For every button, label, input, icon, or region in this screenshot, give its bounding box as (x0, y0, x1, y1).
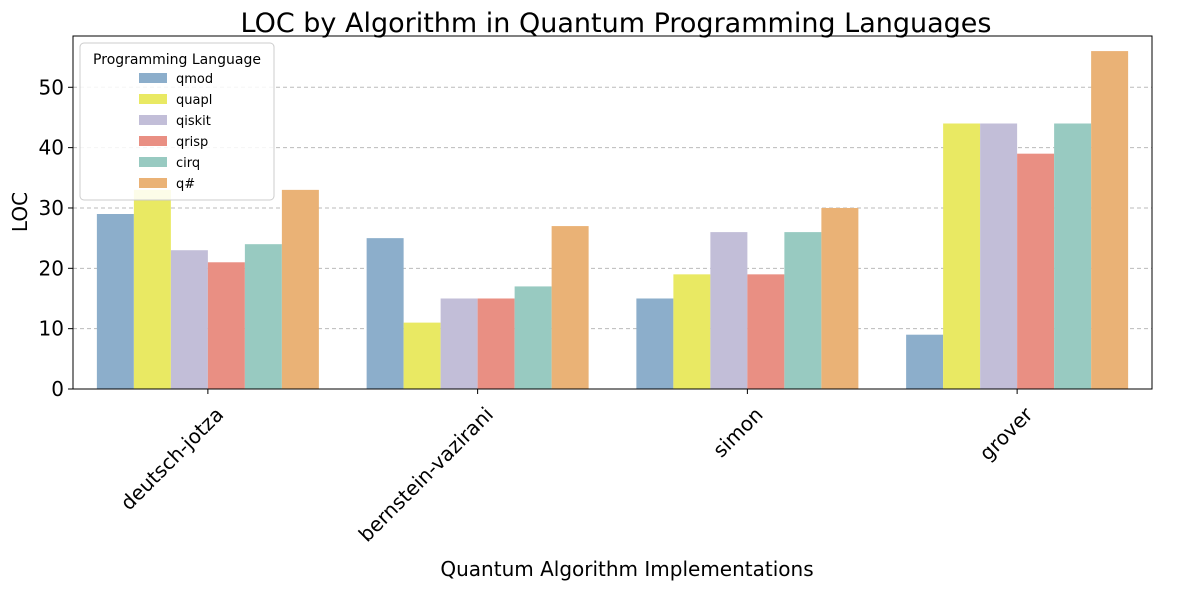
legend-box (79, 42, 275, 201)
y-tick-label: 30 (39, 196, 64, 220)
legend-label-qrisp: qrisp (176, 135, 208, 150)
legend-swatch-qmod (139, 73, 167, 83)
legend-label-q#: q# (176, 177, 195, 192)
y-axis-ticks: 0 10 20 30 40 50 (39, 75, 73, 401)
bar-simon-qiskit (710, 232, 748, 389)
legend-label-quapl: quapl (176, 93, 212, 108)
bar-simon-cirq (784, 232, 822, 389)
bar-bernstein-vazirani-quapl (403, 322, 441, 389)
bar-grover-cirq (1054, 123, 1092, 389)
bars (96, 51, 1129, 389)
legend-title: Programming Language (93, 52, 261, 68)
bar-simon-quapl (673, 274, 711, 389)
bar-bernstein-vazirani-qiskit (440, 298, 478, 389)
bar-grover-qiskit (980, 123, 1018, 389)
x-tick-label: simon (708, 402, 768, 462)
bar-grover-qrisp (1017, 153, 1055, 389)
bar-grover-quapl (943, 123, 981, 389)
bar-simon-qmod (636, 298, 674, 389)
x-tick-label: deutsch-jotza (116, 402, 229, 515)
bar-simon-q# (821, 207, 859, 389)
legend-swatch-q# (139, 178, 167, 188)
chart-title: LOC by Algorithm in Quantum Programming … (241, 8, 992, 39)
x-axis-ticks: deutsch-jotza bernstein-vazirani simon grov… (116, 389, 1038, 546)
y-tick-label: 50 (39, 75, 64, 99)
bar-bernstein-vazirani-q# (551, 226, 589, 389)
bar-simon-qrisp (747, 274, 785, 389)
bar-deutsch-jotza-q# (281, 189, 319, 389)
legend: Programming Language qmod quapl qiskit qris… (79, 42, 275, 201)
bar-bernstein-vazirani-qrisp (477, 298, 515, 389)
bar-bernstein-vazirani-qmod (366, 238, 404, 389)
y-axis-label: LOC (8, 192, 32, 232)
bar-deutsch-jotza-qrisp (207, 262, 245, 389)
legend-swatch-cirq (139, 157, 167, 167)
legend-label-qmod: qmod (176, 72, 213, 87)
x-tick-label: bernstein-vazirani (354, 402, 498, 546)
bar-grover-q# (1091, 51, 1129, 389)
bar-deutsch-jotza-qiskit (170, 250, 208, 389)
legend-swatch-qrisp (139, 136, 167, 146)
legend-label-cirq: cirq (176, 156, 200, 171)
bar-deutsch-jotza-qmod (96, 214, 134, 389)
legend-swatch-qiskit (139, 115, 167, 125)
legend-label-qiskit: qiskit (176, 114, 211, 129)
legend-items: qmod quapl qiskit qrisp cirq q# (139, 72, 213, 192)
y-tick-label: 10 (39, 317, 64, 341)
y-tick-label: 20 (39, 256, 64, 280)
legend-swatch-quapl (139, 94, 167, 104)
bar-deutsch-jotza-quapl (133, 189, 171, 389)
plot-frame (72, 35, 1153, 390)
x-tick-label: grover (974, 402, 1038, 466)
bar-bernstein-vazirani-cirq (514, 286, 552, 389)
x-axis-label: Quantum Algorithm Implementations (440, 557, 813, 581)
y-tick-label: 0 (51, 377, 64, 401)
y-tick-label: 40 (39, 136, 64, 160)
bar-grover-qmod (906, 334, 944, 389)
bar-deutsch-jotza-cirq (244, 244, 282, 389)
